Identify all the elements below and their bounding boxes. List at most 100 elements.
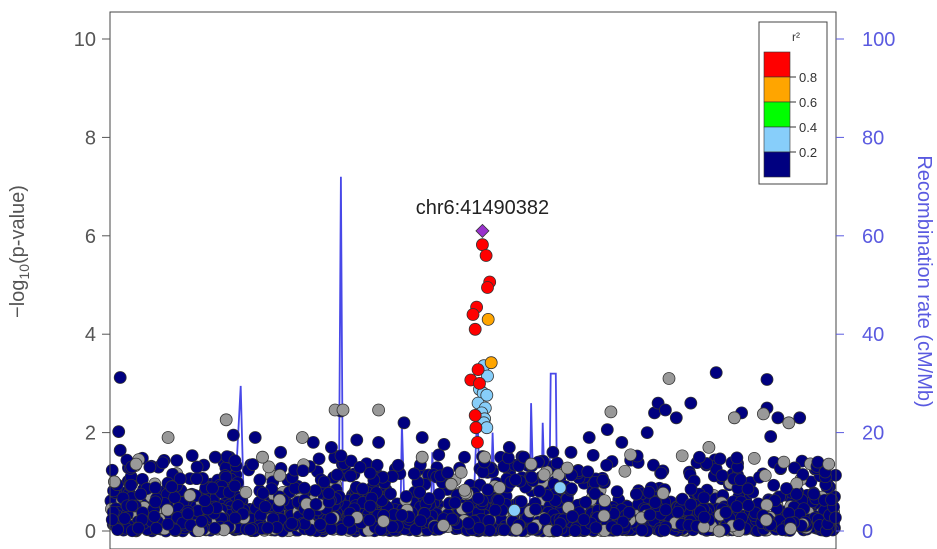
background-snp-point [391, 458, 405, 472]
legend-tick-label: 0.4 [799, 120, 817, 135]
snp-point [274, 445, 288, 459]
background-snp-point [526, 522, 540, 535]
background-snp-point [693, 450, 706, 464]
snp-points-layer [108, 223, 836, 517]
background-snp-point [458, 450, 471, 464]
background-snp-point [256, 486, 270, 500]
background-snp-point [330, 468, 344, 482]
background-snp-point [730, 451, 744, 465]
y-axis-left: 0 2 4 6 8 10 [74, 29, 110, 543]
background-snp-point [413, 485, 427, 499]
background-snp-point [363, 499, 377, 513]
background-snp-point [790, 487, 803, 501]
snp-point [822, 457, 836, 471]
background-snp-point [807, 487, 821, 501]
snp-point [468, 408, 482, 422]
snp-point [502, 440, 516, 454]
background-snp-point [697, 491, 711, 505]
background-snp-point [190, 472, 203, 486]
background-snp-point [643, 508, 657, 522]
legend-tick-label: 0.8 [799, 70, 817, 85]
background-snp-point [525, 470, 538, 484]
background-snp-point [206, 481, 219, 495]
background-snp-point [353, 460, 367, 474]
background-snp-point [228, 511, 242, 525]
snp-point [306, 435, 320, 449]
snp-point [165, 480, 179, 494]
background-snp-point [566, 510, 579, 523]
annotation-layer: chr6:41490382 [416, 197, 549, 219]
background-snp-point [454, 466, 468, 479]
background-snp-point [654, 466, 668, 480]
background-snp-point [598, 494, 611, 508]
background-snp-point [497, 523, 511, 537]
background-snp-point [730, 500, 744, 514]
background-snp-point [344, 454, 358, 468]
background-snp-point [239, 486, 253, 499]
legend-swatch [763, 101, 791, 128]
background-snp-point [208, 521, 222, 535]
background-snp-point [302, 507, 316, 521]
plot-frame [109, 11, 837, 549]
background-snp-point [747, 452, 761, 465]
background-snp-point [198, 494, 212, 507]
background-snp-point [168, 491, 181, 504]
snp-point [475, 238, 489, 252]
legend-swatch [763, 151, 791, 178]
background-snp-point [105, 463, 119, 477]
snp-point [659, 403, 672, 417]
background-snp-point [659, 503, 673, 517]
background-snp-point [156, 456, 170, 470]
background-snp-point [565, 482, 578, 495]
background-snp-point [713, 452, 727, 466]
background-snp-point [458, 483, 471, 497]
background-snp-point [510, 522, 524, 536]
snp-point [480, 421, 494, 435]
background-snp-point [684, 498, 698, 511]
background-snp-point [149, 522, 163, 535]
snp-point [640, 426, 654, 440]
snp-point [481, 369, 494, 383]
background-snp-point [568, 524, 582, 538]
snp-point [469, 421, 483, 435]
snp-point [582, 431, 596, 444]
snp-point [782, 416, 796, 430]
snp-point [415, 431, 429, 444]
y-axis-left-label: −log10(p-value) [7, 185, 32, 318]
snp-point [709, 366, 723, 380]
snp-point [248, 431, 262, 444]
background-snp-point [642, 485, 656, 499]
background-snp-point [624, 448, 637, 462]
background-snp-point [629, 487, 643, 501]
background-snp-point [657, 523, 671, 537]
background-snp-point [760, 498, 774, 512]
background-snp-point [312, 452, 326, 466]
snp-point [350, 433, 364, 447]
snp-point [295, 431, 309, 444]
background-snp-point [648, 496, 662, 509]
snp-point [372, 435, 386, 449]
background-snp-point [134, 487, 148, 501]
background-snp-point [675, 449, 689, 463]
background-snp-point [324, 512, 338, 526]
snp-point [256, 450, 269, 464]
background-snp-point [356, 482, 370, 496]
background-snp-point [309, 497, 323, 511]
snp-point [190, 460, 204, 474]
lead-snp-label: chr6:41490382 [416, 197, 549, 219]
background-snp-point [712, 524, 726, 538]
legend-title: r² [792, 30, 800, 44]
snp-point [473, 376, 486, 390]
background-snp-point [253, 473, 267, 487]
background-snp-point [161, 517, 175, 531]
background-snp-point [589, 521, 603, 535]
background-snp-point [488, 503, 502, 517]
y-tick-label: 10 [74, 29, 96, 51]
background-snp-point [741, 482, 755, 496]
snp-point [524, 457, 538, 471]
background-snp-point [759, 513, 773, 527]
snp-point [479, 249, 493, 262]
y2-tick-label: 0 [862, 521, 873, 543]
background-snp-point [471, 491, 485, 505]
